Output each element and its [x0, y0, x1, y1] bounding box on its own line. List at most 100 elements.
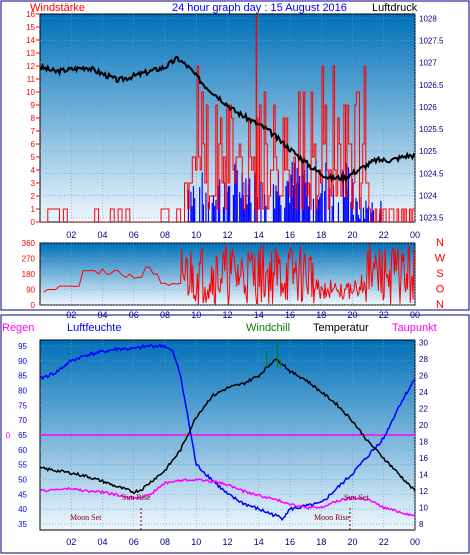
pressure-axis-tick-1025.5: 1025.5: [419, 125, 444, 134]
panel1-tick-20: 20: [347, 230, 357, 240]
wind-axis-tick-5: 5: [31, 153, 36, 162]
pressure-axis-tick-1025: 1025: [419, 147, 437, 156]
panel3-tick-16: 16: [285, 537, 295, 547]
direction-axis-tick-90: 90: [26, 286, 35, 295]
panel3-tick-04: 04: [97, 537, 107, 547]
panel3-tick-10: 10: [191, 537, 201, 547]
panel2-tick-16: 16: [285, 310, 295, 320]
panel3-tick-18: 18: [316, 537, 326, 547]
temperatur-label: Temperatur: [313, 322, 369, 334]
windchill-label: Windchill: [246, 322, 290, 334]
pressure-axis-tick-1023.5: 1023.5: [419, 214, 444, 223]
wind-axis-tick-15: 15: [26, 23, 35, 32]
humidity-axis-tick-75: 75: [18, 401, 27, 410]
sun-set-label: Sun Set: [344, 493, 369, 502]
panel3-tick-00: 00: [410, 537, 420, 547]
wind-axis-tick-2: 2: [31, 192, 36, 201]
luftdruck-label: Luftdruck: [372, 2, 418, 14]
humidity-axis-tick-45: 45: [18, 490, 27, 499]
wind-axis-tick-14: 14: [26, 36, 35, 45]
panel1-tick-12: 12: [222, 230, 232, 240]
humidity-axis-tick-65: 65: [18, 431, 27, 440]
direction-letter-N-4: N: [436, 299, 444, 311]
panel3-tick-22: 22: [379, 537, 389, 547]
panel1-tick-02: 02: [66, 230, 76, 240]
direction-axis-tick-180: 180: [22, 270, 36, 279]
temperature-axis-tick-14: 14: [419, 471, 428, 480]
wind-direction-trace: [43, 243, 415, 305]
panel1-plot: 0123456789101112131415161023.510241024.5…: [26, 10, 444, 240]
pressure-axis-tick-1027.5: 1027.5: [419, 37, 444, 46]
wind-axis-tick-4: 4: [31, 166, 36, 175]
humidity-line: [40, 343, 415, 522]
pressure-line: [40, 55, 415, 184]
plot-background-1: [39, 13, 416, 223]
temperature-axis-tick-20: 20: [419, 421, 428, 430]
chart-title: 24 hour graph day : 15 August 2016: [172, 2, 347, 14]
panel2-tick-08: 08: [160, 310, 170, 320]
wind-axis-tick-8: 8: [31, 114, 36, 123]
temperature-axis-tick-18: 18: [419, 438, 428, 447]
humidity-axis-tick-60: 60: [18, 446, 27, 455]
pressure-axis-tick-1027: 1027: [419, 59, 437, 68]
regen-axis-tick-0: 0: [6, 431, 11, 440]
luftfeuchte-label: Luftfeuchte: [67, 322, 121, 334]
direction-letter-W-1: W: [435, 253, 446, 265]
pressure-axis-tick-1026: 1026: [419, 103, 437, 112]
panel1-tick-18: 18: [316, 230, 326, 240]
temperature-axis-tick-26: 26: [419, 372, 428, 381]
pressure-axis-tick-1028: 1028: [419, 14, 437, 23]
direction-axis-tick-360: 360: [22, 239, 36, 248]
panel1-tick-16: 16: [285, 230, 295, 240]
dewpoint-line: [40, 478, 415, 517]
wind-axis-tick-7: 7: [31, 127, 36, 136]
humidity-axis-tick-70: 70: [18, 416, 27, 425]
direction-axis-tick-0: 0: [31, 301, 36, 310]
panel2-tick-02: 02: [66, 310, 76, 320]
panel3-plot: 35 40 45 50 55 60 65 70 75 80 85 90 95 8 10 12 14 16 18 20 2…: [6, 338, 429, 547]
panel2-tick-12: 12: [222, 310, 232, 320]
regen-label: Regen: [2, 322, 34, 334]
humidity-axis-tick-95: 95: [18, 342, 27, 351]
temperature-line: [40, 358, 415, 495]
taupunkt-label: Taupunkt: [392, 322, 437, 334]
wind-axis-tick-12: 12: [26, 62, 35, 71]
direction-axis-tick-270: 270: [22, 255, 36, 264]
pressure-axis-tick-1024.5: 1024.5: [419, 169, 444, 178]
wind-axis-tick-13: 13: [26, 49, 35, 58]
humidity-axis-tick-85: 85: [18, 372, 27, 381]
panel3-tick-12: 12: [222, 537, 232, 547]
panel2-tick-22: 22: [379, 310, 389, 320]
temperature-axis-tick-10: 10: [419, 504, 428, 513]
panel1-tick-14: 14: [254, 230, 264, 240]
panel2-tick-06: 06: [129, 310, 139, 320]
temperature-axis-tick-8: 8: [419, 520, 424, 529]
temperature-axis-tick-30: 30: [419, 338, 428, 347]
humidity-axis-tick-40: 40: [18, 505, 27, 514]
moon-set-label-left: Moon Set: [70, 513, 102, 522]
wind-axis-tick-1: 1: [31, 205, 36, 214]
humidity-axis-tick-50: 50: [18, 476, 27, 485]
wind-axis-tick-10: 10: [26, 88, 35, 97]
panel3-tick-08: 08: [160, 537, 170, 547]
panel1-tick-22: 22: [379, 230, 389, 240]
pressure-axis-tick-1024: 1024: [419, 191, 437, 200]
panel3-tick-06: 06: [129, 537, 139, 547]
wind-axis-tick-16: 16: [26, 10, 35, 19]
temperature-axis-tick-16: 16: [419, 454, 428, 463]
temperature-axis-tick-12: 12: [419, 487, 428, 496]
panel1-tick-10: 10: [191, 230, 201, 240]
humidity-axis-tick-55: 55: [18, 461, 27, 470]
wind-axis-tick-6: 6: [31, 140, 36, 149]
temperature-axis-tick-28: 28: [419, 355, 428, 364]
direction-letter-O-3: O: [436, 284, 445, 296]
sun-rise-label: Sun Rise: [122, 493, 151, 502]
panel2-tick-00: 00: [410, 310, 420, 320]
humidity-axis-tick-35: 35: [18, 520, 27, 529]
moon-rise-label: Moon Rise: [314, 513, 350, 522]
pressure-axis-tick-1026.5: 1026.5: [419, 81, 444, 90]
humidity-axis-tick-80: 80: [18, 386, 27, 395]
